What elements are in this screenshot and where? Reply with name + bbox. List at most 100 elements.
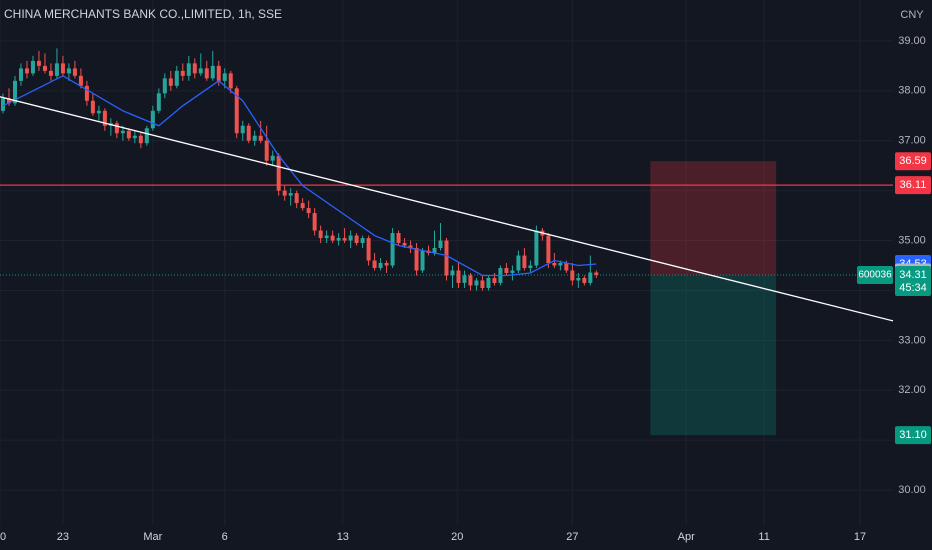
candle-body [384, 262, 389, 266]
y-tick-label: 33.00 [898, 334, 926, 346]
candle-body [72, 68, 77, 76]
candle-body [480, 280, 485, 288]
candle-body [204, 68, 209, 79]
price-label: 31.10 [899, 429, 927, 441]
candle-body [390, 233, 395, 266]
candle-body [270, 155, 275, 161]
candle-body [258, 135, 263, 141]
candle-body [444, 240, 449, 276]
candle-body [198, 68, 203, 74]
target-zone [650, 274, 777, 436]
candle-body [36, 60, 41, 66]
candle-body [402, 243, 407, 246]
candle-body [126, 130, 131, 139]
x-tick-label: 23 [57, 531, 69, 543]
candle-body [282, 190, 287, 196]
symbol-label: 600036 [858, 270, 892, 281]
candle-body [408, 245, 413, 249]
candle-body [414, 248, 419, 271]
candle-body [30, 60, 35, 74]
candle-body [522, 255, 527, 268]
candle-body [54, 63, 59, 76]
stop-zone [650, 161, 777, 275]
last-price-label: 34.31 [899, 269, 927, 281]
price-label-box [895, 426, 931, 445]
candle-body [516, 255, 521, 271]
candle-body [240, 125, 245, 134]
candle-body [468, 275, 473, 286]
y-tick-label: 35.00 [898, 234, 926, 246]
candle-body [78, 75, 83, 86]
candle-body [366, 238, 371, 261]
y-tick-label: 38.00 [898, 85, 926, 97]
candle-body [552, 262, 557, 266]
x-tick-label: 27 [566, 531, 578, 543]
candle-body [342, 238, 347, 241]
candle-body [534, 230, 539, 266]
x-tick-label: 13 [337, 531, 349, 543]
x-tick-label: 6 [222, 531, 228, 543]
candle-body [210, 65, 215, 79]
chart-title: CHINA MERCHANTS BANK CO.,LIMITED, 1h, SS… [4, 7, 282, 21]
candle-body [246, 125, 251, 141]
candle-body [156, 93, 161, 111]
candle-body [42, 65, 47, 71]
candle-body [336, 238, 341, 241]
candle-body [138, 135, 143, 144]
candle-body [360, 238, 365, 244]
candle-body [180, 70, 185, 76]
x-tick-label: 11 [758, 531, 769, 543]
candle-body [222, 73, 227, 81]
candle-body [372, 260, 377, 268]
candle-body [234, 88, 239, 134]
candle-body [588, 272, 593, 283]
x-tick-label: 20 [0, 531, 6, 543]
candle-body [102, 110, 107, 126]
trend-line [0, 96, 894, 322]
candle-body [174, 70, 179, 86]
candle-body [114, 123, 119, 134]
symbol-box [857, 265, 893, 284]
candle-body [474, 280, 479, 286]
candle-body [228, 73, 233, 89]
price-label: 36.59 [899, 155, 927, 167]
candle-body [132, 135, 137, 139]
x-tick-label: 20 [451, 531, 463, 543]
candle-body [18, 68, 23, 81]
candle-body [90, 100, 95, 114]
candle-body [528, 265, 533, 268]
candle-body [264, 140, 269, 161]
candle-body [594, 272, 599, 275]
candle-body [576, 277, 581, 281]
price-label-box [895, 176, 931, 195]
candle-body [450, 270, 455, 276]
candle-body [504, 267, 509, 273]
y-tick-label: 32.00 [898, 384, 926, 396]
candle-body [348, 235, 353, 241]
candle-body [186, 63, 191, 76]
countdown: 45:34 [899, 282, 927, 294]
candle-body [24, 68, 29, 74]
candle-body [510, 270, 515, 273]
last-price-box [895, 265, 931, 296]
candle-body [438, 240, 443, 249]
candle-body [150, 110, 155, 129]
candle-body [456, 270, 461, 283]
candle-body [570, 270, 575, 281]
candle-body [216, 65, 221, 81]
candle-body [294, 193, 299, 204]
candle-body [396, 233, 401, 244]
candle-body [252, 135, 257, 141]
candle-body [300, 203, 305, 209]
x-tick-label: Mar [143, 531, 162, 543]
candle-body [558, 262, 563, 266]
candle-body [162, 78, 167, 94]
candle-body [420, 250, 425, 271]
candle-body [582, 277, 587, 283]
candle-body [564, 262, 569, 271]
candle-body [84, 85, 89, 101]
y-tick-label: 37.00 [898, 135, 926, 147]
candle-body [492, 277, 497, 283]
candle-body [12, 80, 17, 104]
